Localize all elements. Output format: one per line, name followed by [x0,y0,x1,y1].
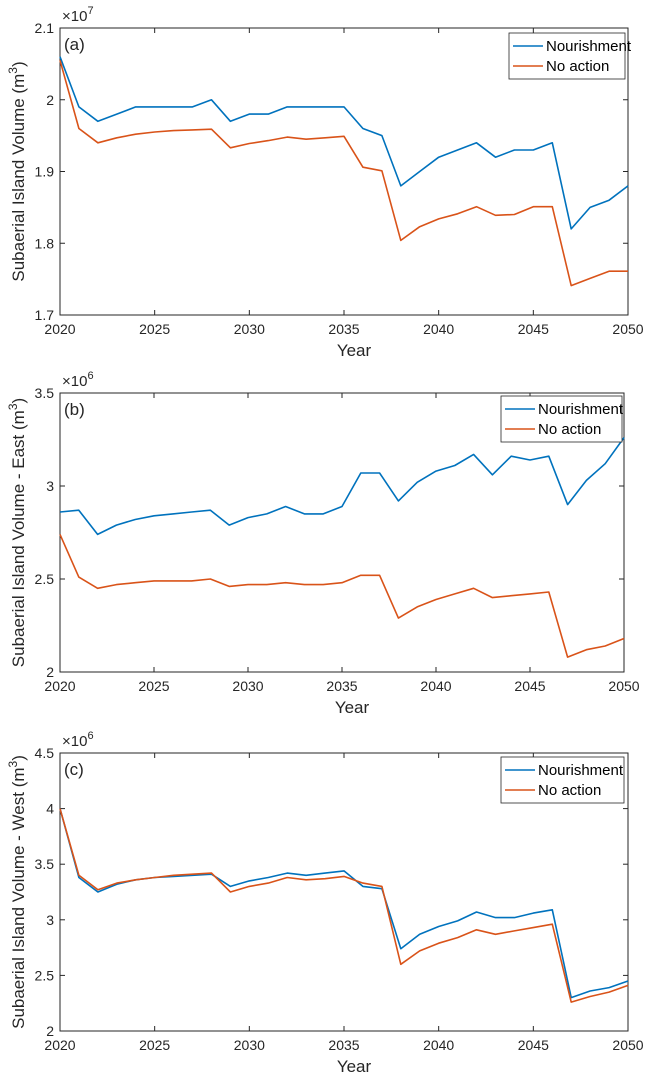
legend: Nourishment No action [500,395,624,443]
x-tick-label: 2025 [138,678,169,694]
legend-box [500,756,625,804]
y-axis-label: Subaerial Island Volume - West (m3) [6,755,28,1029]
series-line-nourishment [59,56,629,230]
y-axis-label: Subaerial Island Volume - East (m3) [6,398,28,667]
panel-label: (a) [64,35,85,54]
x-tick-label: 2030 [234,1037,265,1053]
x-tick-label: 2050 [608,678,639,694]
panel-label: (b) [64,400,85,419]
series-line-nourishment [59,437,625,536]
y-tick-label: 1.7 [35,307,55,323]
panel-label: (c) [64,760,84,779]
y-axis-label-end: ) [9,61,28,67]
y-tick-label: 2.5 [35,571,55,587]
legend-entry: Nourishment [538,401,624,418]
x-tick-label: 2035 [328,321,359,337]
y-tick-label: 2.1 [35,20,55,36]
axis-scale-factor: ×106 [62,730,94,750]
axis-scale-factor: ×107 [62,5,94,25]
y-tick-label: 3 [46,912,54,928]
x-tick-label: 2045 [514,678,545,694]
legend-entry: No action [538,421,601,438]
x-axis-label: Year [335,698,370,717]
x-tick-label: 2040 [420,678,451,694]
axis-scale-exponent: 7 [87,5,93,17]
x-axis-label: Year [337,341,372,360]
chart-panel-c: 2020 2025 2030 2035 2040 2045 2050 2 2.5 3 3.5 4 4.5… [6,730,644,1076]
axis-scale-exponent: 6 [87,370,93,382]
y-tick-label: 2 [46,1023,54,1039]
x-tick-label: 2040 [423,321,454,337]
series-line-no-action [59,60,628,287]
x-tick-label: 2040 [423,1037,454,1053]
y-tick-label: 4.5 [35,745,55,761]
y-tick-label: 3.5 [35,385,55,401]
legend-entry: Nourishment [538,762,624,779]
series-line-no-action [59,808,629,1003]
x-tick-label: 2030 [232,678,263,694]
axis-scale-exponent: 6 [87,730,93,742]
legend-entry: No action [546,58,609,75]
y-tick-label: 4 [46,801,54,817]
x-tick-label: 2025 [139,321,170,337]
legend-box [508,32,626,80]
y-axis-label-end: ) [9,398,28,404]
axis-scale-factor: ×106 [62,370,94,390]
chart-panel-a: 2020 2025 2030 2035 2040 2045 2050 1.7 1.8 1.9 2 2.… [6,5,644,360]
y-axis-label-superscript: 3 [6,67,20,74]
x-tick-label: 2030 [234,321,265,337]
x-axis-label: Year [337,1057,372,1076]
y-axis-label-text: Subaerial Island Volume (m [9,74,28,282]
y-tick-label: 1.9 [35,164,55,180]
y-tick-label: 2 [46,664,54,680]
x-tick-label: 2020 [44,1037,75,1053]
y-tick-label: 1.8 [35,235,55,251]
x-tick-label: 2020 [44,678,75,694]
legend-box [500,395,623,443]
legend: Nourishment No action [508,32,632,80]
y-axis-label: Subaerial Island Volume (m3) [6,61,28,281]
y-axis-label-text: Subaerial Island Volume - West (m [9,767,28,1028]
legend-entry: Nourishment [546,38,632,55]
x-tick-label: 2050 [612,321,643,337]
y-tick-label: 2 [46,92,54,108]
x-tick-label: 2050 [612,1037,643,1053]
y-axis-label-end: ) [9,755,28,761]
x-tick-label: 2035 [326,678,357,694]
x-tick-label: 2025 [139,1037,170,1053]
y-tick-label: 2.5 [35,967,55,983]
legend: Nourishment No action [500,756,625,804]
legend-entry: No action [538,782,601,799]
series-line-no-action [59,534,625,658]
y-axis-label-superscript: 3 [6,760,20,767]
x-tick-label: 2020 [44,321,75,337]
y-tick-label: 3.5 [35,856,55,872]
x-tick-label: 2035 [328,1037,359,1053]
y-axis-label-text: Subaerial Island Volume - East (m [9,410,28,667]
y-axis-label-superscript: 3 [6,403,20,410]
chart-panel-b: 2020 2025 2030 2035 2040 2045 2050 2 2.5 3 3.5 ×106… [6,370,640,717]
x-tick-label: 2045 [518,1037,549,1053]
y-tick-label: 3 [46,478,54,494]
x-tick-label: 2045 [518,321,549,337]
